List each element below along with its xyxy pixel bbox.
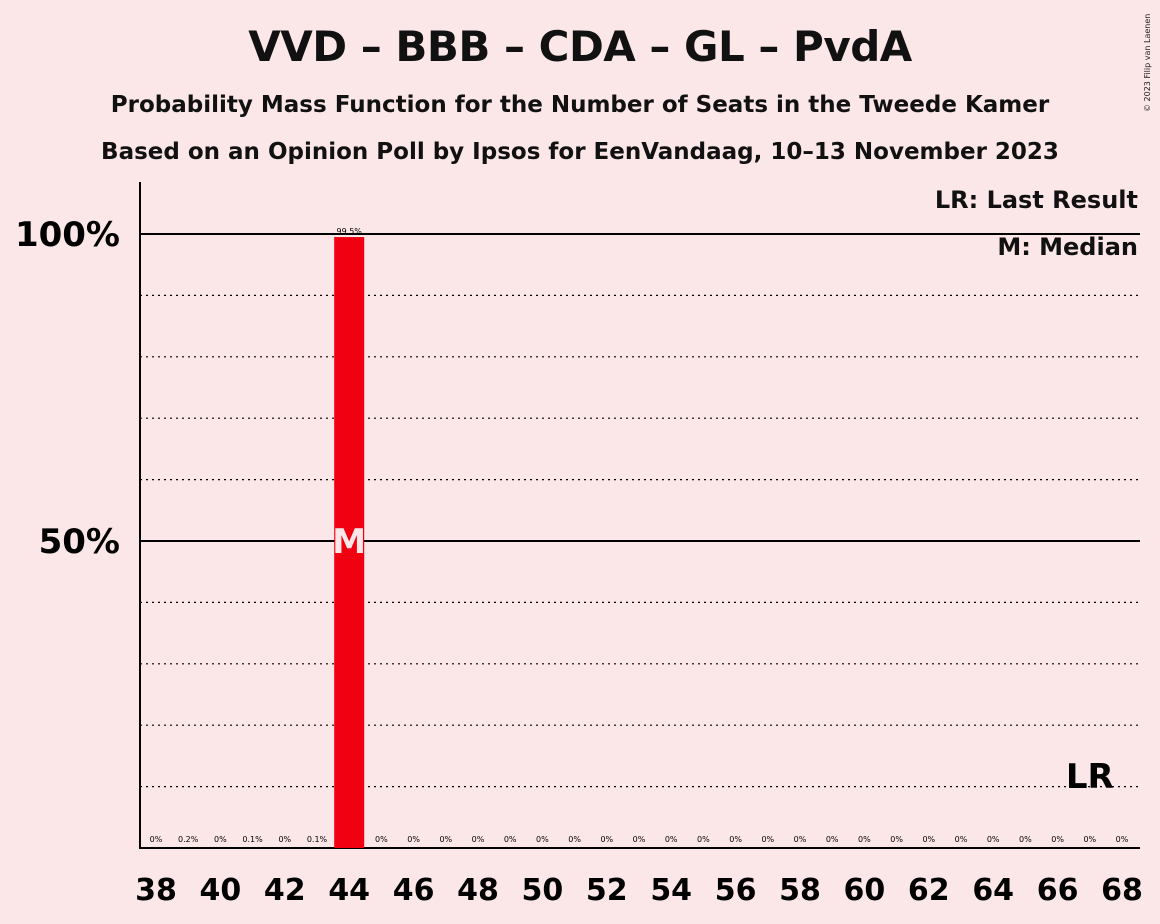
bar-value-label: 0%	[1083, 835, 1096, 844]
chart-subtitle-source: Based on an Opinion Poll by Ipsos for Ee…	[101, 139, 1059, 165]
legend-last-result: LR: Last Result	[934, 186, 1138, 214]
bar-value-label: 0%	[890, 835, 903, 844]
bar-value-label: 0%	[1051, 835, 1064, 844]
bar-value-label: 0%	[472, 835, 485, 844]
bar-value-label: 0.1%	[242, 835, 263, 844]
x-tick-label: 50	[522, 873, 564, 908]
x-tick-label: 66	[1037, 873, 1079, 908]
x-tick-label: 46	[393, 873, 435, 908]
bar-value-label: 0%	[761, 835, 774, 844]
bar-value-label: 0%	[826, 835, 839, 844]
bar-value-label: 0%	[794, 835, 807, 844]
bar-value-label: 0%	[1116, 835, 1129, 844]
legend-median: M: Median	[997, 233, 1138, 261]
bar-value-label: 0%	[375, 835, 388, 844]
x-tick-label: 56	[715, 873, 757, 908]
bar-value-label: 0%	[278, 835, 291, 844]
x-tick-label: 68	[1101, 873, 1143, 908]
bar-value-label: 0%	[600, 835, 613, 844]
bar-value-label: 0%	[697, 835, 710, 844]
chart-subtitle: Probability Mass Function for the Number…	[110, 92, 1050, 118]
x-tick-label: 58	[779, 873, 821, 908]
bar-value-label: 0%	[633, 835, 646, 844]
bar-value-label: 0%	[439, 835, 452, 844]
bar-value-label: 0%	[536, 835, 549, 844]
last-result-marker: LR	[1066, 757, 1114, 797]
bar-value-label: 0%	[729, 835, 742, 844]
bar-value-label: 0%	[214, 835, 227, 844]
x-tick-label: 52	[586, 873, 628, 908]
bar-value-label: 0%	[504, 835, 517, 844]
x-tick-label: 54	[650, 873, 692, 908]
bar-value-label: 0%	[150, 835, 163, 844]
bar-value-label: 0%	[955, 835, 968, 844]
bar-value-label: 0%	[922, 835, 935, 844]
bar-value-label: 0.1%	[307, 835, 328, 844]
x-tick-label: 44	[328, 873, 370, 908]
y-tick-label: 100%	[15, 215, 120, 255]
x-tick-label: 64	[972, 873, 1014, 908]
bar-value-label: 0%	[987, 835, 1000, 844]
x-tick-label: 48	[457, 873, 499, 908]
x-tick-label: 42	[264, 873, 306, 908]
x-tick-label: 62	[908, 873, 950, 908]
bar	[334, 237, 365, 848]
x-tick-label: 38	[135, 873, 177, 908]
bar-value-label: 0%	[568, 835, 581, 844]
y-tick-label: 50%	[39, 522, 120, 562]
bar-value-label: 0%	[858, 835, 871, 844]
bar-value-label: 0%	[1019, 835, 1032, 844]
bar-value-label: 99.5%	[336, 227, 362, 236]
bar-value-label: 0%	[407, 835, 420, 844]
chart-title: VVD – BBB – CDA – GL – PvdA	[248, 22, 912, 71]
bar-value-label: 0.2%	[178, 835, 199, 844]
x-tick-label: 40	[200, 873, 242, 908]
x-tick-label: 60	[844, 873, 886, 908]
median-marker: M	[332, 522, 366, 562]
bar-value-label: 0%	[665, 835, 678, 844]
